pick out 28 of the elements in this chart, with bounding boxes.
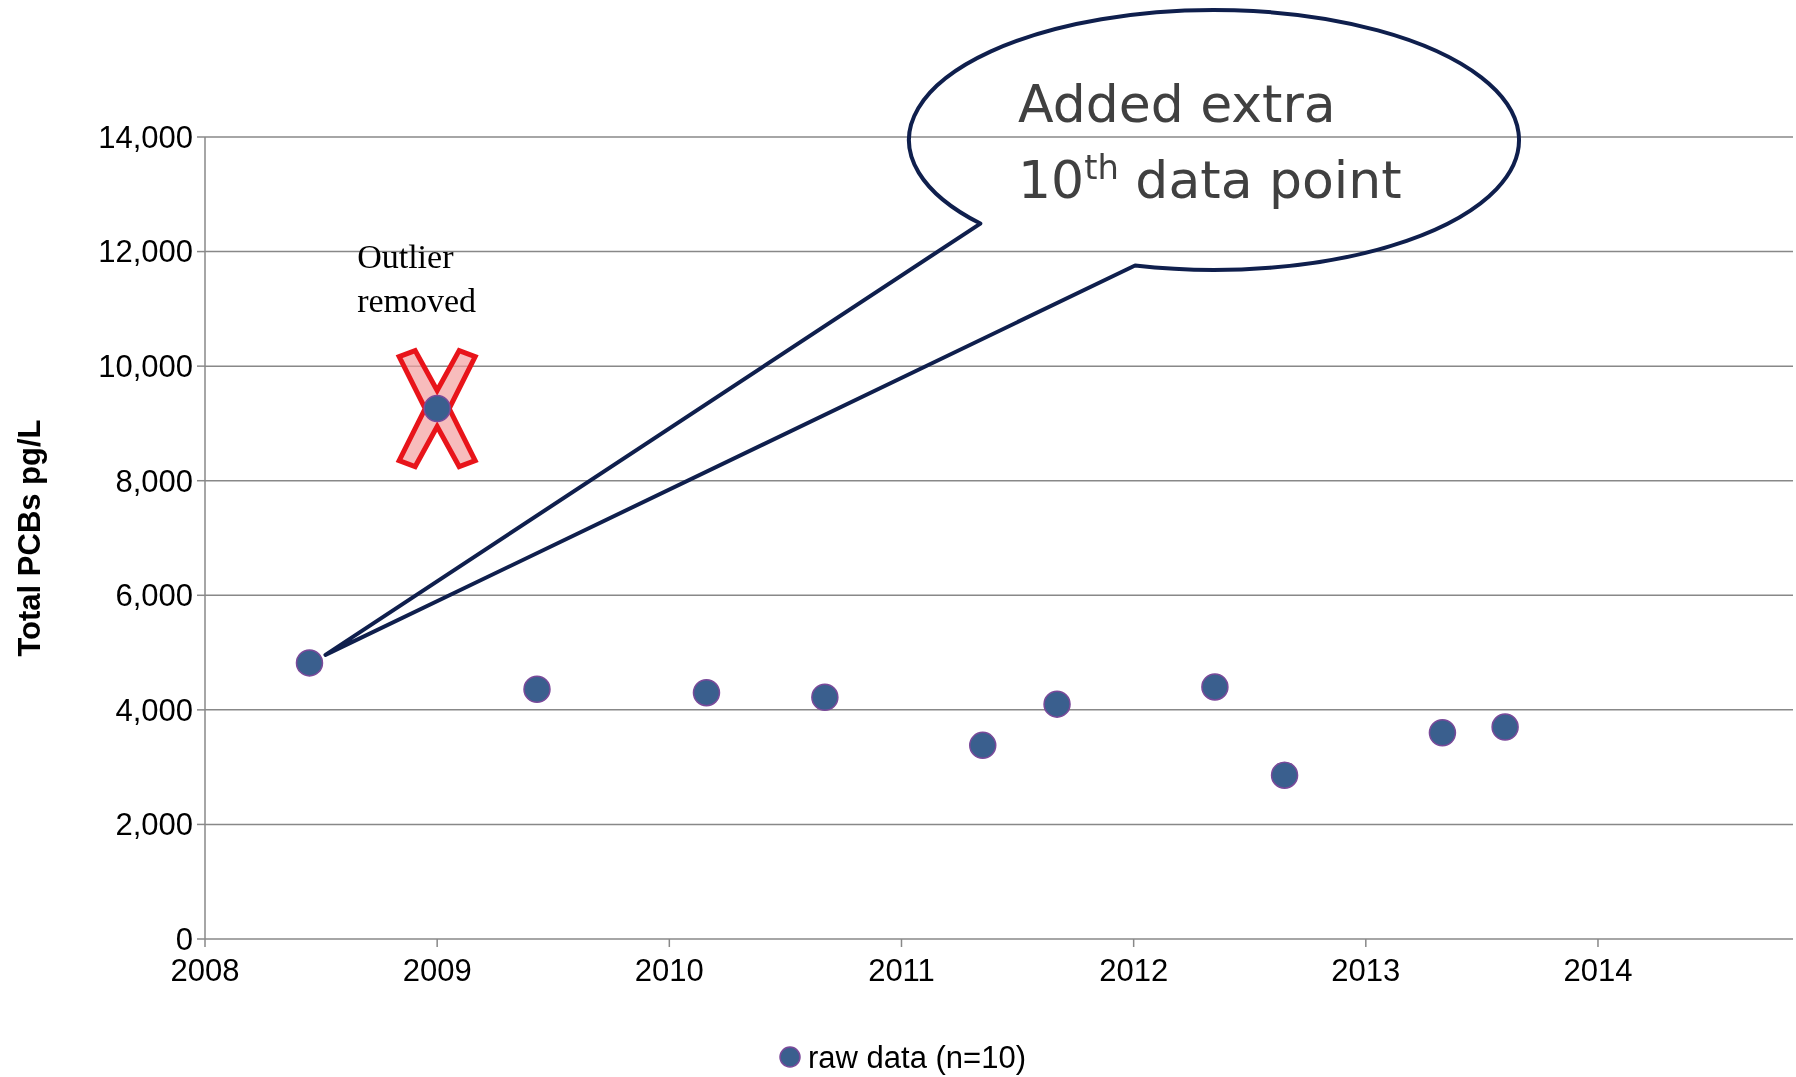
point bbox=[1491, 713, 1519, 741]
x-tick-label: 2009 bbox=[402, 953, 472, 988]
point bbox=[811, 683, 839, 711]
x-tick-label: 2014 bbox=[1563, 953, 1633, 988]
y-tick-label: 10,000 bbox=[98, 348, 193, 384]
y-tick-label: 2,000 bbox=[115, 807, 193, 843]
point bbox=[969, 731, 997, 760]
y-tick-label: 4,000 bbox=[115, 692, 193, 728]
point bbox=[1270, 761, 1299, 789]
point bbox=[692, 678, 721, 707]
x-tick-label: 2013 bbox=[1331, 953, 1401, 988]
y-tick-label: 8,000 bbox=[115, 463, 193, 499]
point bbox=[1428, 719, 1457, 747]
point bbox=[1043, 690, 1071, 718]
legend-label: raw data (n=10) bbox=[808, 1039, 1026, 1075]
point bbox=[1201, 673, 1229, 701]
annotation: Outlier removed bbox=[357, 238, 477, 319]
x-tick-label: 2011 bbox=[868, 953, 935, 988]
y-tick-label: 6,000 bbox=[115, 578, 193, 614]
y-tick-label: 14,000 bbox=[98, 119, 193, 155]
x-tick-label: 2010 bbox=[634, 953, 704, 988]
y-tick-label: 12,000 bbox=[98, 234, 193, 270]
x-tick-label: 2012 bbox=[1099, 953, 1169, 988]
y-axis-title: Total PCBs pg/L bbox=[12, 419, 47, 657]
point bbox=[523, 675, 551, 703]
point bbox=[423, 394, 451, 423]
point bbox=[295, 649, 324, 677]
annotation: Added extra 10$^{th}$ data point bbox=[1018, 74, 1402, 210]
